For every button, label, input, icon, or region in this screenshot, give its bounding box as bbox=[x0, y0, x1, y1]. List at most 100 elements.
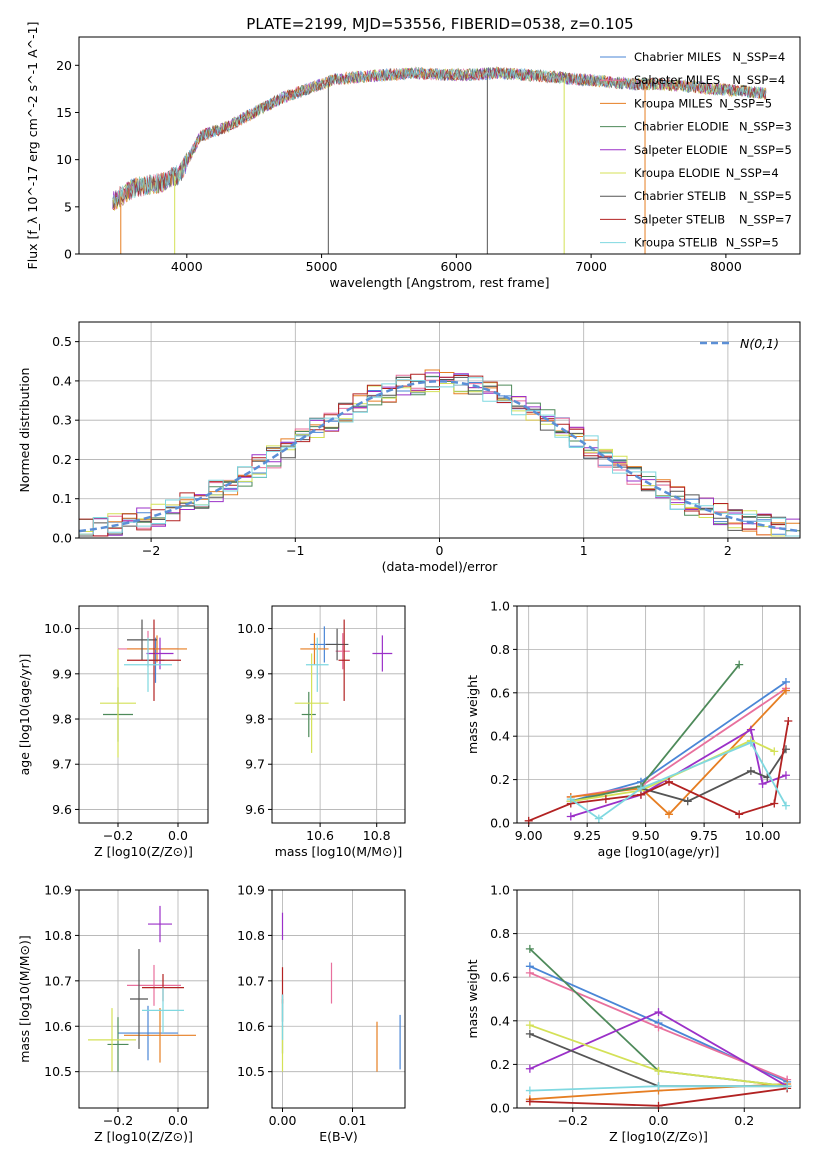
x-tick-label: 0.0 bbox=[168, 828, 188, 843]
x-tick-label: 9.25 bbox=[573, 828, 601, 843]
x-tick-label: 1 bbox=[580, 543, 588, 558]
x-tick-label: −0.2 bbox=[103, 828, 133, 843]
x-tick-label: 2 bbox=[724, 543, 732, 558]
x-tick-label: 0.00 bbox=[269, 1113, 297, 1128]
x-tick-label: −0.2 bbox=[103, 1113, 133, 1128]
weight-marker bbox=[524, 816, 533, 825]
y-tick-label: 9.9 bbox=[52, 666, 72, 681]
x-tick-label: 0 bbox=[436, 543, 444, 558]
weight-marker bbox=[636, 784, 645, 793]
legend-label: Salpeter STELIB bbox=[634, 212, 725, 226]
y-tick-label: 0.0 bbox=[490, 1101, 510, 1116]
x-tick-label: −1 bbox=[286, 543, 304, 558]
normal-curve bbox=[78, 380, 801, 533]
y-tick-label: 0.1 bbox=[52, 491, 72, 506]
x-tick-label: 4000 bbox=[171, 259, 203, 274]
y-tick-label: 9.7 bbox=[245, 757, 265, 772]
x-axis-label: mass [log10(M/M⊙)] bbox=[275, 844, 403, 859]
legend-nssp: N_SSP=4 bbox=[732, 50, 785, 64]
weight-marker bbox=[735, 810, 744, 819]
residual-histogram bbox=[79, 373, 800, 537]
x-tick-label: 10.8 bbox=[363, 828, 391, 843]
weight-marker bbox=[781, 771, 790, 780]
weight-marker bbox=[654, 1066, 663, 1075]
axes-frame bbox=[78, 36, 801, 255]
y-tick-label: 0 bbox=[64, 247, 72, 262]
spectrum-line bbox=[112, 66, 767, 206]
x-tick-label: 0.2 bbox=[734, 1113, 754, 1128]
legend-nssp: N_SSP=4 bbox=[726, 166, 779, 180]
legend-label: Chabrier STELIB bbox=[634, 189, 726, 203]
y-tick-label: 9.9 bbox=[245, 666, 265, 681]
y-tick-label: 1.0 bbox=[490, 883, 510, 898]
weight-marker bbox=[784, 717, 793, 726]
weight-line bbox=[570, 664, 740, 803]
y-tick-label: 10.8 bbox=[44, 928, 72, 943]
y-tick-label: 0.6 bbox=[490, 970, 510, 985]
panel-mass-vs-Z: −0.2 0.0 10.5 10.6 10.7 10.8 10.9 Z [log10(Z/Z⊙… bbox=[17, 883, 209, 1144]
y-tick-label: 0.4 bbox=[52, 373, 72, 388]
x-tick-label: 9.75 bbox=[690, 828, 718, 843]
x-tick-label: −2 bbox=[142, 543, 160, 558]
legend-label: Salpeter MILES bbox=[634, 73, 720, 87]
weight-marker bbox=[665, 777, 674, 786]
y-tick-label: 10.0 bbox=[44, 621, 72, 636]
weight-marker bbox=[783, 1082, 792, 1091]
weight-marker bbox=[770, 747, 779, 756]
y-tick-label: 0.5 bbox=[52, 334, 72, 349]
y-axis-label: mass [log10(M/M⊙)] bbox=[17, 935, 32, 1063]
legend-nssp: N_SSP=3 bbox=[739, 120, 792, 134]
weight-marker bbox=[781, 686, 790, 695]
x-tick-label: 0.0 bbox=[649, 1113, 669, 1128]
x-axis-label: wavelength [Angstrom, rest frame] bbox=[329, 275, 549, 290]
x-tick-label: 6000 bbox=[440, 259, 472, 274]
x-axis-label: Z [log10(Z/Z⊙)] bbox=[609, 1129, 708, 1144]
legend-label: Chabrier MILES bbox=[634, 50, 721, 64]
y-tick-label: 10 bbox=[56, 152, 72, 167]
legend-nssp: N_SSP=5 bbox=[726, 236, 779, 250]
weight-marker bbox=[594, 814, 603, 823]
axes-frame bbox=[516, 605, 801, 824]
weight-marker bbox=[758, 779, 767, 788]
y-axis-label: Flux [f_λ 10^-17 erg cm^-2 s^-1 A^-1] bbox=[25, 22, 40, 270]
legend-nssp: N_SSP=7 bbox=[739, 212, 792, 226]
y-tick-label: 10.6 bbox=[237, 1019, 265, 1034]
legend-nssp: N_SSP=5 bbox=[739, 143, 792, 157]
y-tick-label: 9.7 bbox=[52, 757, 72, 772]
x-axis-label: Z [log10(Z/Z⊙)] bbox=[94, 844, 193, 859]
x-axis-label: E(B-V) bbox=[319, 1129, 358, 1144]
weight-marker bbox=[525, 968, 534, 977]
x-axis-label: age [log10(age/yr)] bbox=[598, 844, 720, 859]
axes-frame bbox=[271, 605, 406, 824]
legend-nssp: N_SSP=5 bbox=[719, 96, 772, 110]
y-tick-label: 0.3 bbox=[52, 413, 72, 428]
legend-label: Chabrier ELODIE bbox=[634, 120, 729, 134]
panel-weight-vs-age: 9.00 9.25 9.50 9.75 10.00 0.0 0.2 0.4 0.6 0.8 1.0 a… bbox=[465, 599, 801, 859]
y-tick-label: 0.4 bbox=[490, 1013, 510, 1028]
y-tick-label: 0.2 bbox=[52, 452, 72, 467]
weight-marker bbox=[525, 1086, 534, 1095]
x-tick-label: 10.6 bbox=[306, 828, 334, 843]
x-tick-label: 9.50 bbox=[632, 828, 660, 843]
y-tick-label: 10.9 bbox=[237, 883, 265, 898]
axes-frame bbox=[78, 605, 209, 824]
legend-label: Kroupa MILES bbox=[634, 96, 713, 110]
x-tick-label: −0.2 bbox=[558, 1113, 588, 1128]
panel-age-vs-Z: −0.2 0.0 9.6 9.7 9.8 9.9 10.0 Z [log10(Z/Z⊙)] ag… bbox=[17, 605, 209, 859]
axes-frame bbox=[78, 321, 801, 539]
y-tick-label: 0.2 bbox=[490, 1057, 510, 1072]
axes-frame bbox=[78, 889, 209, 1109]
y-tick-label: 9.6 bbox=[52, 802, 72, 817]
x-tick-label: 7000 bbox=[575, 259, 607, 274]
y-tick-label: 0.8 bbox=[490, 926, 510, 941]
y-axis-label: mass weight bbox=[465, 959, 480, 1038]
weight-marker bbox=[654, 1008, 663, 1017]
y-tick-label: 10.5 bbox=[44, 1064, 72, 1079]
y-tick-label: 5 bbox=[64, 199, 72, 214]
figure-title: PLATE=2199, MJD=53556, FIBERID=0538, z=0… bbox=[246, 15, 633, 33]
y-axis-label: Normed distribution bbox=[17, 368, 32, 493]
y-tick-label: 0.6 bbox=[490, 685, 510, 700]
y-tick-label: 10.7 bbox=[44, 973, 72, 988]
panel-residuals: −2 −1 0 1 2 0.0 0.1 0.2 0.3 0.4 0.5 (data-model)/er… bbox=[17, 321, 801, 574]
weight-marker bbox=[525, 1064, 534, 1073]
